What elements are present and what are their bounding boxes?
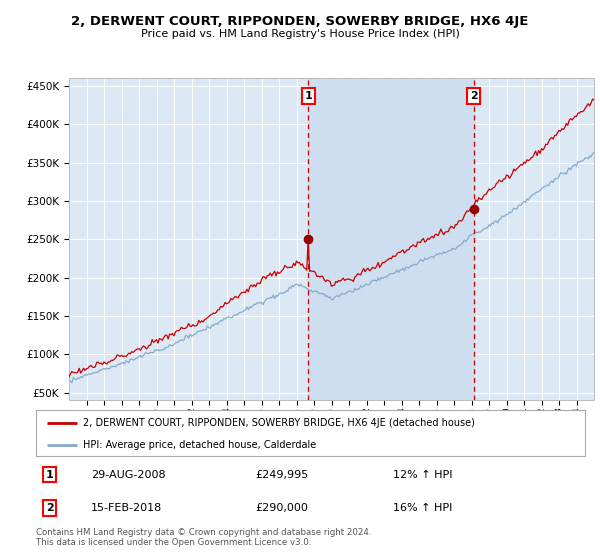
Text: 2, DERWENT COURT, RIPPONDEN, SOWERBY BRIDGE, HX6 4JE (detached house): 2, DERWENT COURT, RIPPONDEN, SOWERBY BRI… [83,418,475,428]
Text: 2, DERWENT COURT, RIPPONDEN, SOWERBY BRIDGE, HX6 4JE: 2, DERWENT COURT, RIPPONDEN, SOWERBY BRI… [71,15,529,28]
Text: £290,000: £290,000 [256,503,308,513]
Text: £249,995: £249,995 [256,470,309,480]
Text: 1: 1 [304,91,312,101]
Text: 15-FEB-2018: 15-FEB-2018 [91,503,162,513]
Text: 12% ↑ HPI: 12% ↑ HPI [393,470,452,480]
Text: Contains HM Land Registry data © Crown copyright and database right 2024.
This d: Contains HM Land Registry data © Crown c… [36,528,371,547]
Bar [308,78,473,400]
Text: 2: 2 [46,503,53,513]
Text: Price paid vs. HM Land Registry's House Price Index (HPI): Price paid vs. HM Land Registry's House … [140,29,460,39]
Text: 16% ↑ HPI: 16% ↑ HPI [393,503,452,513]
Text: 2: 2 [470,91,478,101]
Text: HPI: Average price, detached house, Calderdale: HPI: Average price, detached house, Cald… [83,440,316,450]
Text: 1: 1 [46,470,53,480]
Text: 29-AUG-2008: 29-AUG-2008 [91,470,166,480]
